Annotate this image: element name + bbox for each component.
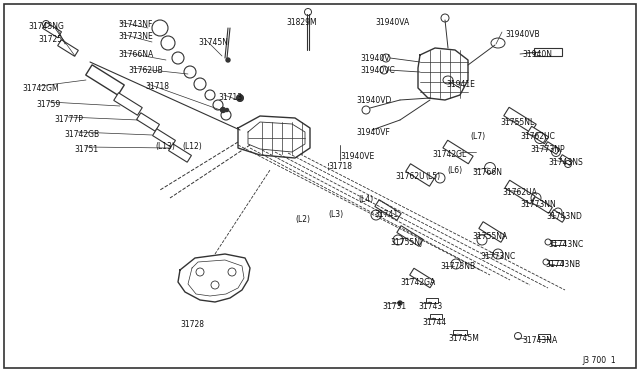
Text: (L7): (L7) bbox=[470, 132, 485, 141]
Text: 31743NB: 31743NB bbox=[545, 260, 580, 269]
Polygon shape bbox=[479, 222, 505, 242]
Polygon shape bbox=[114, 93, 142, 115]
Text: 31713: 31713 bbox=[218, 93, 242, 102]
Polygon shape bbox=[527, 126, 548, 144]
Text: 31762UC: 31762UC bbox=[520, 132, 555, 141]
Text: 31940VA: 31940VA bbox=[375, 18, 409, 27]
Polygon shape bbox=[443, 140, 473, 164]
Polygon shape bbox=[152, 129, 175, 147]
Polygon shape bbox=[406, 164, 435, 186]
Polygon shape bbox=[86, 65, 124, 95]
Text: 31773NP: 31773NP bbox=[530, 145, 564, 154]
Text: 31742GB: 31742GB bbox=[64, 130, 99, 139]
Text: J3 700  1: J3 700 1 bbox=[582, 356, 616, 365]
Text: (L6): (L6) bbox=[447, 166, 462, 175]
Polygon shape bbox=[534, 48, 562, 56]
Text: 31755NA: 31755NA bbox=[472, 232, 508, 241]
Text: 31777P: 31777P bbox=[54, 115, 83, 124]
Text: 31759: 31759 bbox=[36, 100, 60, 109]
Text: 31773NB: 31773NB bbox=[440, 262, 475, 271]
Text: 31742GM: 31742GM bbox=[22, 84, 59, 93]
Text: 31741: 31741 bbox=[374, 210, 398, 219]
Circle shape bbox=[226, 58, 230, 62]
Text: 31940VE: 31940VE bbox=[340, 152, 374, 161]
Text: (L5): (L5) bbox=[425, 172, 440, 181]
Polygon shape bbox=[58, 40, 78, 56]
Text: 31755NJ: 31755NJ bbox=[390, 238, 422, 247]
Text: (L2): (L2) bbox=[295, 215, 310, 224]
Text: 31743NC: 31743NC bbox=[548, 240, 583, 249]
Circle shape bbox=[225, 109, 228, 112]
Text: 31940V: 31940V bbox=[360, 54, 390, 63]
Text: 31773NC: 31773NC bbox=[480, 252, 515, 261]
Text: 31743NA: 31743NA bbox=[522, 336, 557, 345]
Polygon shape bbox=[453, 330, 467, 334]
Text: 31742GA: 31742GA bbox=[400, 278, 435, 287]
Text: 31745M: 31745M bbox=[448, 334, 479, 343]
Text: 31766N: 31766N bbox=[472, 168, 502, 177]
Polygon shape bbox=[426, 298, 438, 302]
Text: 31743NG: 31743NG bbox=[28, 22, 64, 31]
Circle shape bbox=[221, 108, 225, 112]
Text: 31751: 31751 bbox=[74, 145, 98, 154]
Text: (L13): (L13) bbox=[155, 142, 175, 151]
Polygon shape bbox=[397, 226, 423, 246]
Text: 31773NE: 31773NE bbox=[118, 32, 153, 41]
Polygon shape bbox=[505, 180, 535, 204]
Text: 31762UA: 31762UA bbox=[502, 188, 537, 197]
Circle shape bbox=[237, 95, 243, 101]
Text: 31940VC: 31940VC bbox=[360, 66, 395, 75]
Text: 31731: 31731 bbox=[382, 302, 406, 311]
Text: 31743: 31743 bbox=[418, 302, 442, 311]
Polygon shape bbox=[136, 113, 159, 131]
Text: 31718: 31718 bbox=[328, 162, 352, 171]
Text: 31766NA: 31766NA bbox=[118, 50, 153, 59]
Text: 31742GL: 31742GL bbox=[432, 150, 467, 159]
Polygon shape bbox=[538, 334, 550, 339]
Text: 31743ND: 31743ND bbox=[546, 212, 582, 221]
Text: 31762U: 31762U bbox=[395, 172, 424, 181]
Text: 31940VB: 31940VB bbox=[505, 30, 540, 39]
Polygon shape bbox=[42, 22, 61, 38]
Polygon shape bbox=[410, 268, 435, 288]
Polygon shape bbox=[430, 314, 442, 318]
Text: 31725: 31725 bbox=[38, 35, 62, 44]
Text: (L4): (L4) bbox=[358, 195, 373, 204]
Text: 31718: 31718 bbox=[145, 82, 169, 91]
Polygon shape bbox=[551, 240, 565, 244]
Text: 31745N: 31745N bbox=[198, 38, 228, 47]
Text: 31773NN: 31773NN bbox=[520, 200, 556, 209]
Text: 31941E: 31941E bbox=[446, 80, 475, 89]
Circle shape bbox=[398, 301, 402, 305]
Polygon shape bbox=[545, 142, 559, 154]
Text: 31744: 31744 bbox=[422, 318, 446, 327]
Text: (L3): (L3) bbox=[328, 210, 343, 219]
Polygon shape bbox=[532, 197, 552, 213]
Polygon shape bbox=[504, 107, 536, 133]
Text: 31743NS: 31743NS bbox=[548, 158, 583, 167]
Polygon shape bbox=[375, 200, 401, 220]
Polygon shape bbox=[549, 260, 563, 264]
Text: 31829M: 31829M bbox=[286, 18, 317, 27]
Polygon shape bbox=[168, 144, 191, 162]
Text: 31743NF: 31743NF bbox=[118, 20, 152, 29]
Text: 31940VD: 31940VD bbox=[356, 96, 392, 105]
Polygon shape bbox=[559, 155, 572, 165]
Polygon shape bbox=[550, 210, 566, 222]
Text: 31940VF: 31940VF bbox=[356, 128, 390, 137]
Text: 31940N: 31940N bbox=[522, 50, 552, 59]
Text: (L12): (L12) bbox=[182, 142, 202, 151]
Text: 31762UB: 31762UB bbox=[128, 66, 163, 75]
Text: 31728: 31728 bbox=[180, 320, 204, 329]
Text: 31755NL: 31755NL bbox=[500, 118, 534, 127]
